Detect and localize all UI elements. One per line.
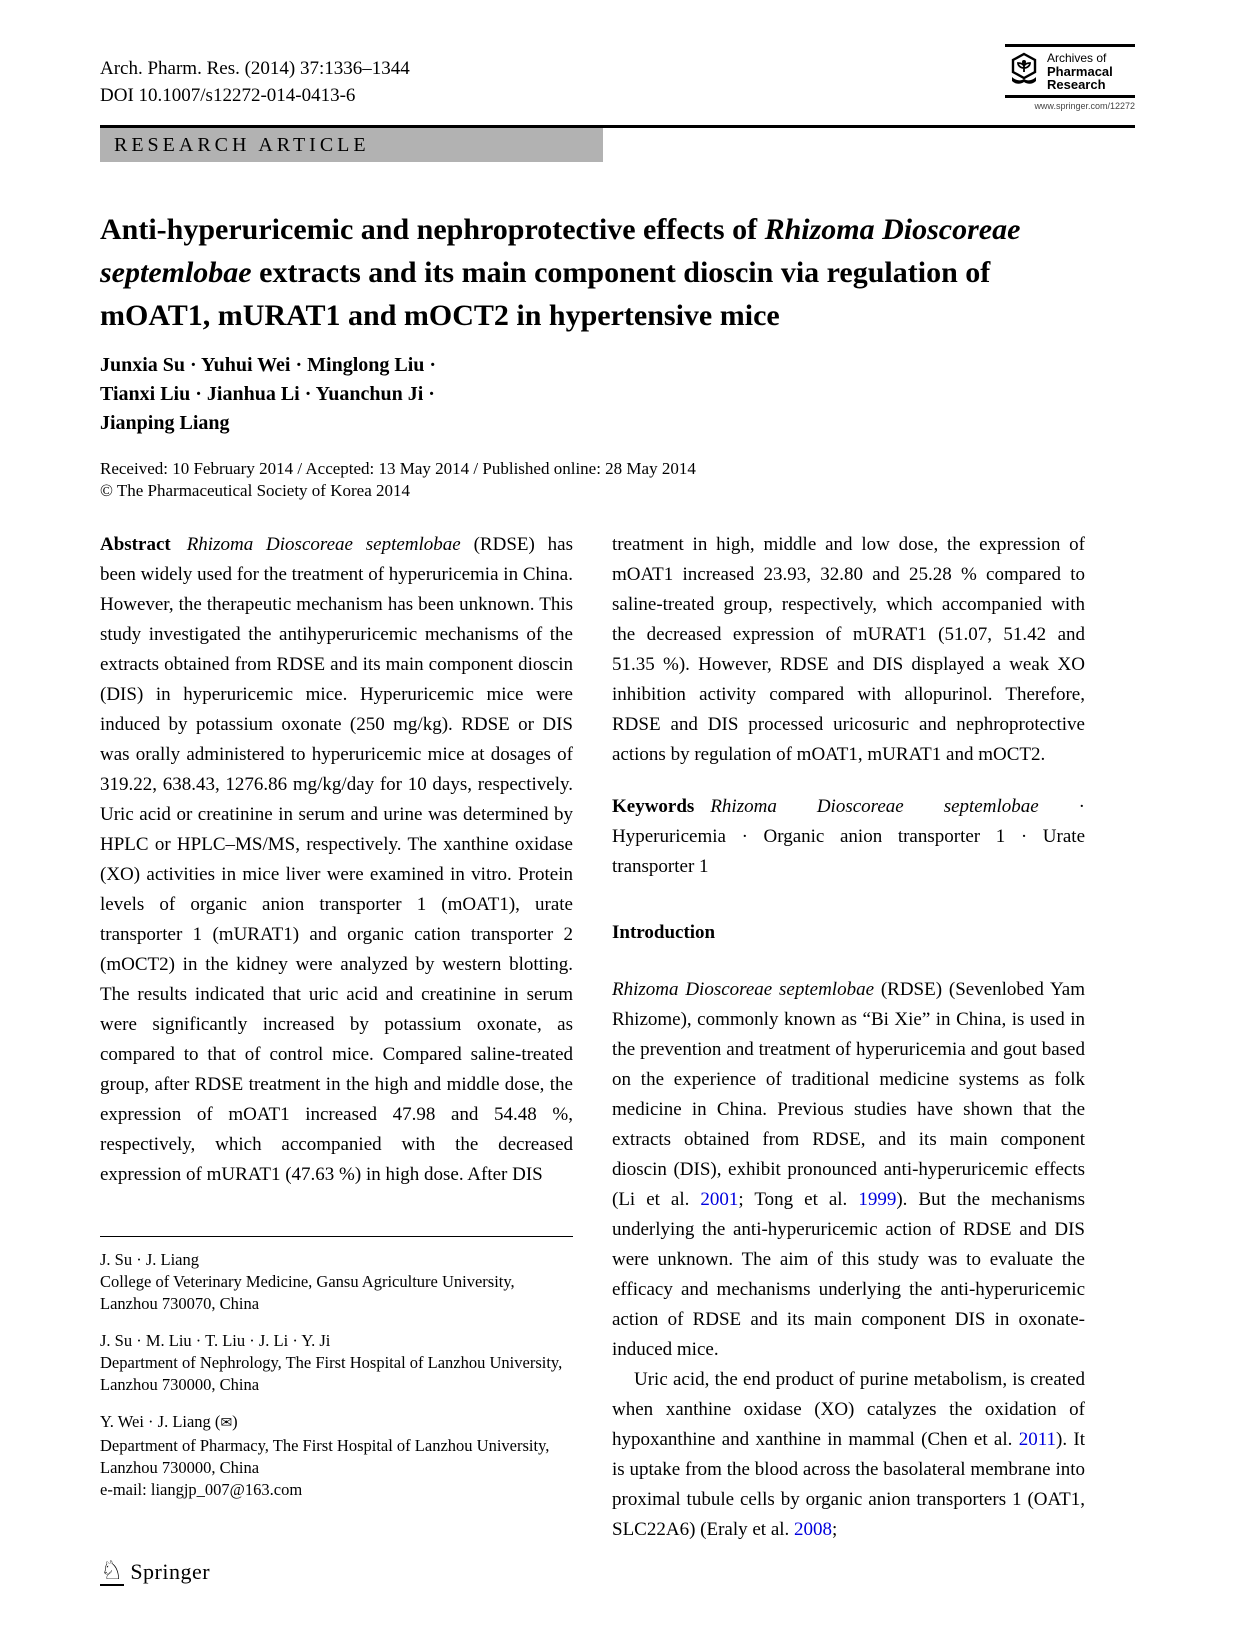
- received-accepted-line: Received: 10 February 2014 / Accepted: 1…: [100, 459, 696, 478]
- footnote-authors: J. Su · M. Liu · T. Liu · J. Li · Y. Ji: [100, 1331, 331, 1350]
- footnote-authors: J. Su · J. Liang: [100, 1250, 199, 1269]
- article-history: Received: 10 February 2014 / Accepted: 1…: [100, 458, 1135, 502]
- footnote-affiliation-text: College of Veterinary Medicine, Gansu Ag…: [100, 1272, 515, 1313]
- logo-body: Archives of Pharmacal Research: [1005, 47, 1135, 95]
- introduction-heading: Introduction: [612, 922, 716, 943]
- citation-link[interactable]: 1999: [858, 1189, 897, 1210]
- right-column: treatment in high, middle and low dose, …: [612, 530, 1085, 1545]
- email-address[interactable]: liangjp_007@163.com: [150, 1480, 303, 1499]
- citation-link[interactable]: 2001: [700, 1189, 739, 1210]
- journal-citation: Arch. Pharm. Res. (2014) 37:1336–1344: [100, 58, 410, 79]
- logo-line2: Pharmacal: [1047, 64, 1113, 79]
- text-run: ). But the mechanisms underlying the ant…: [612, 1189, 1086, 1360]
- footnote-email-line: e-mail: liangjp_007@163.com: [100, 1479, 573, 1501]
- copyright-line: © The Pharmaceutical Society of Korea 20…: [100, 481, 411, 500]
- author-line: Junxia Su · Yuhui Wei · Minglong Liu ·: [100, 354, 437, 376]
- journal-logo-block: Archives of Pharmacal Research www.sprin…: [1005, 44, 1135, 111]
- abstract-paragraph: Abstract Rhizoma Dioscoreae septemlobae (…: [100, 530, 573, 1190]
- footnote-affiliation-text: Department of Nephrology, The First Hosp…: [100, 1353, 563, 1394]
- footnote-affiliation-1: J. Su · J. Liang College of Veterinary M…: [100, 1249, 573, 1315]
- citation-link[interactable]: 2008: [794, 1519, 833, 1540]
- text-run: · Hyperuricemia · Organic anion transpor…: [612, 796, 1086, 877]
- logo-top-rule: [1005, 44, 1135, 47]
- header-divider-rule: [100, 125, 1135, 128]
- introduction-paragraph-1: Rhizoma Dioscoreae septemlobae (RDSE) (S…: [612, 975, 1085, 1365]
- author-list: Junxia Su · Yuhui Wei · Minglong Liu · T…: [100, 351, 1135, 438]
- springer-url: www.springer.com/12272: [1034, 101, 1135, 111]
- footnote-authors: Y. Wei · J. Liang (✉): [100, 1412, 238, 1431]
- logo-bottom-rule: [1005, 95, 1135, 98]
- page-header: Arch. Pharm. Res. (2014) 37:1336–1344 DO…: [100, 44, 1135, 125]
- logo-line1: Archives of: [1047, 51, 1107, 65]
- footnote-affiliation-text: Department of Pharmacy, The First Hospit…: [100, 1436, 550, 1477]
- section-label: Keywords: [612, 796, 695, 817]
- text-run: Anti-hyperuricemic and nephroprotective …: [100, 213, 765, 246]
- italic-species-name: Rhizoma Dioscoreae septemlobae: [186, 534, 461, 555]
- italic-species-name: Rhizoma Dioscoreae septemlobae: [710, 796, 1039, 817]
- archives-logo-icon: [1007, 52, 1041, 91]
- publisher-footer: ♘ Springer: [100, 1558, 210, 1586]
- footnotes-section: J. Su · J. Liang College of Veterinary M…: [100, 1249, 573, 1501]
- publisher-name: Springer: [130, 1559, 211, 1584]
- text-run: (RDSE) has been widely used for the trea…: [100, 534, 573, 1185]
- text-run: ; Tong et al.: [738, 1189, 859, 1210]
- author-line: Tianxi Liu · Jianhua Li · Yuanchun Ji ·: [100, 383, 435, 405]
- logo-line3: Research: [1047, 77, 1106, 92]
- text-run: ). It is uptake from the blood across th…: [612, 1429, 1086, 1540]
- author-line: Jianping Liang: [100, 412, 230, 434]
- email-label: e-mail:: [100, 1480, 151, 1499]
- corresponding-author-envelope-icon: ✉: [220, 1416, 233, 1431]
- logo-wordmark: Archives of Pharmacal Research: [1047, 51, 1113, 92]
- article-body: Abstract Rhizoma Dioscoreae septemlobae (…: [100, 530, 1085, 1545]
- footnote-divider: [100, 1236, 573, 1237]
- text-run: extracts and its main component dioscin …: [100, 256, 991, 332]
- footnote-affiliation-3: Y. Wei · J. Liang (✉) Department of Phar…: [100, 1411, 573, 1501]
- footnote-affiliation-2: J. Su · M. Liu · T. Liu · J. Li · Y. Ji …: [100, 1330, 573, 1396]
- abstract-continuation-paragraph: treatment in high, middle and low dose, …: [612, 534, 1085, 765]
- section-label: Abstract: [100, 534, 171, 555]
- article-type-banner: RESEARCH ARTICLE: [100, 128, 603, 162]
- text-run: (RDSE) (Sevenlobed Yam Rhizome), commonl…: [612, 979, 1085, 1210]
- italic-species-name: Rhizoma Dioscoreae septemlobae: [100, 213, 1021, 289]
- introduction-paragraph-2: Uric acid, the end product of purine met…: [612, 1365, 1085, 1545]
- italic-species-name: Rhizoma Dioscoreae septemlobae: [612, 979, 874, 1000]
- keywords-paragraph: Keywords Rhizoma Dioscoreae septemlobae ·…: [612, 792, 1085, 882]
- text-run: ;: [832, 1519, 838, 1540]
- doi: DOI 10.1007/s12272-014-0413-6: [100, 85, 356, 106]
- journal-reference: Arch. Pharm. Res. (2014) 37:1336–1344 DO…: [100, 55, 410, 109]
- text-run: Uric acid, the end product of purine met…: [612, 1369, 1085, 1450]
- springer-horse-icon: ♘: [100, 1556, 125, 1586]
- left-column: Abstract Rhizoma Dioscoreae septemlobae (…: [100, 530, 573, 1545]
- page-title: Anti-hyperuricemic and nephroprotective …: [100, 208, 1095, 337]
- citation-link[interactable]: 2011: [1018, 1429, 1056, 1450]
